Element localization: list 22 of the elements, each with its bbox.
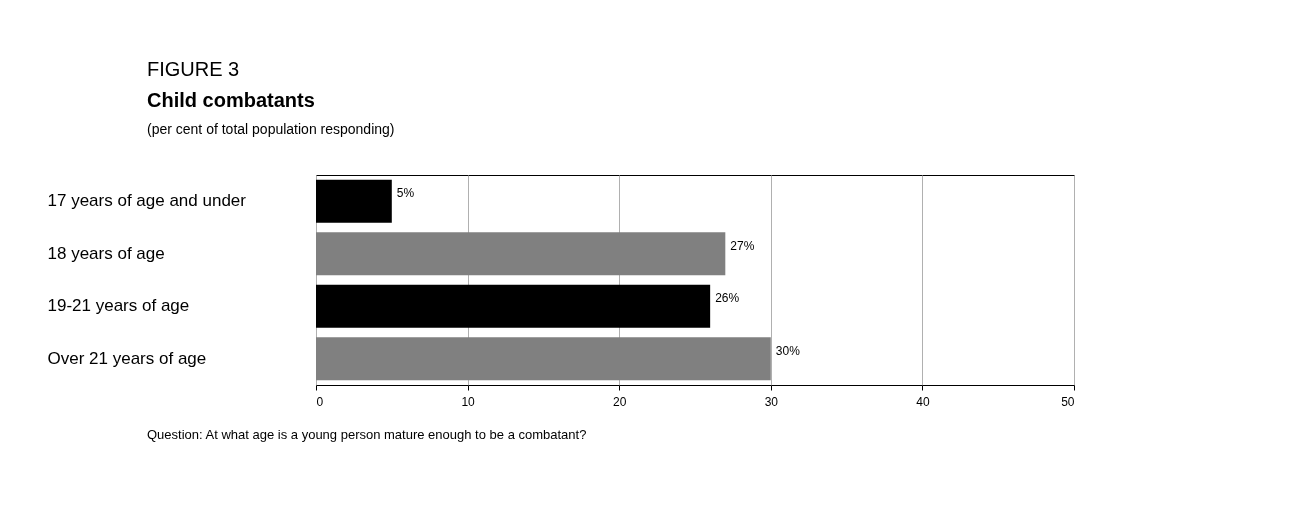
bar xyxy=(316,179,392,223)
bar xyxy=(316,337,771,381)
x-tick-label: 50 xyxy=(1061,394,1075,409)
data-label: 26% xyxy=(715,291,740,306)
data-label: 27% xyxy=(730,238,755,253)
caption: FIGURE 3 xyxy=(147,58,240,81)
x-tick-label: 40 xyxy=(916,394,930,409)
chart-title: Child combatants xyxy=(147,89,315,112)
y-tick-label: Over 21 years of age xyxy=(47,348,207,368)
y-tick-label: 18 years of age xyxy=(47,243,165,263)
bar xyxy=(316,284,711,328)
x-tick-label: 10 xyxy=(461,394,476,409)
bar xyxy=(316,232,726,276)
y-tick-label: 19-21 years of age xyxy=(47,296,190,316)
y-tick-label: 17 years of age and under xyxy=(47,191,247,211)
x-tick-label: 0 xyxy=(316,394,324,409)
x-tick-label: 30 xyxy=(764,394,779,409)
data-label: 30% xyxy=(775,343,801,358)
x-tick-label: 20 xyxy=(613,394,627,409)
chart-subtitle: (per cent of total population responding) xyxy=(147,121,395,137)
data-label: 5% xyxy=(396,186,415,201)
text: Question: At what age is a young person mature enough to be a combatant? xyxy=(147,427,587,442)
